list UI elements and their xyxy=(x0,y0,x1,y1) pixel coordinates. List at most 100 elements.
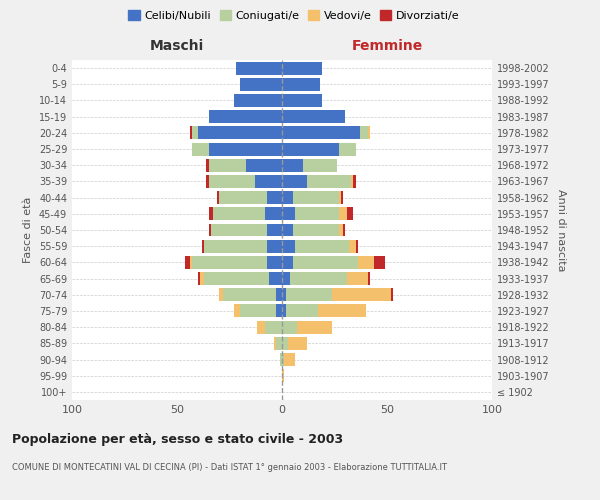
Bar xyxy=(274,337,276,350)
Bar xyxy=(190,256,192,269)
Bar xyxy=(282,369,284,382)
Bar xyxy=(286,304,318,318)
Bar xyxy=(276,337,282,350)
Bar xyxy=(209,224,211,236)
Bar xyxy=(265,208,282,220)
Bar xyxy=(282,240,295,252)
Bar xyxy=(234,94,282,107)
Bar xyxy=(282,288,286,301)
Y-axis label: Anni di nascita: Anni di nascita xyxy=(556,188,566,271)
Bar xyxy=(234,304,240,318)
Bar xyxy=(374,256,385,269)
Bar xyxy=(282,78,320,91)
Bar xyxy=(282,353,284,366)
Bar xyxy=(280,353,282,366)
Bar xyxy=(198,126,282,140)
Bar xyxy=(192,256,268,269)
Bar xyxy=(209,208,213,220)
Bar xyxy=(192,142,209,156)
Bar xyxy=(282,94,322,107)
Bar xyxy=(282,142,338,156)
Bar xyxy=(332,288,391,301)
Bar xyxy=(282,175,307,188)
Bar xyxy=(282,272,290,285)
Bar xyxy=(269,272,282,285)
Bar xyxy=(254,175,282,188)
Legend: Celibi/Nubili, Coniugati/e, Vedovi/e, Divorziati/e: Celibi/Nubili, Coniugati/e, Vedovi/e, Di… xyxy=(124,6,464,25)
Bar xyxy=(341,191,343,204)
Bar xyxy=(282,126,360,140)
Bar xyxy=(209,175,254,188)
Bar xyxy=(265,320,282,334)
Bar xyxy=(211,224,268,236)
Bar xyxy=(293,224,338,236)
Bar xyxy=(190,126,192,140)
Bar xyxy=(200,272,204,285)
Bar xyxy=(286,288,332,301)
Text: COMUNE DI MONTECATINI VAL DI CECINA (PI) - Dati ISTAT 1° gennaio 2003 - Elaboraz: COMUNE DI MONTECATINI VAL DI CECINA (PI)… xyxy=(12,462,447,471)
Bar xyxy=(276,288,282,301)
Bar xyxy=(282,304,286,318)
Bar xyxy=(295,240,349,252)
Bar xyxy=(293,256,358,269)
Bar xyxy=(296,320,332,334)
Bar xyxy=(338,224,343,236)
Bar xyxy=(303,159,337,172)
Bar xyxy=(368,126,370,140)
Bar xyxy=(358,256,374,269)
Bar xyxy=(351,175,353,188)
Bar xyxy=(192,126,198,140)
Bar xyxy=(268,256,282,269)
Bar xyxy=(338,142,355,156)
Bar xyxy=(247,159,282,172)
Text: Maschi: Maschi xyxy=(150,39,204,53)
Bar xyxy=(282,191,293,204)
Bar xyxy=(343,224,345,236)
Bar xyxy=(236,62,282,74)
Bar xyxy=(282,224,293,236)
Bar xyxy=(204,272,269,285)
Bar xyxy=(290,272,347,285)
Bar xyxy=(338,208,347,220)
Bar xyxy=(282,337,289,350)
Bar xyxy=(282,110,345,123)
Bar xyxy=(202,240,204,252)
Bar xyxy=(282,320,296,334)
Bar xyxy=(282,208,295,220)
Bar xyxy=(347,272,368,285)
Bar xyxy=(282,62,322,74)
Bar xyxy=(209,142,282,156)
Bar xyxy=(289,337,307,350)
Bar xyxy=(360,126,368,140)
Bar xyxy=(217,191,219,204)
Bar xyxy=(349,240,355,252)
Bar xyxy=(353,175,355,188)
Bar xyxy=(391,288,394,301)
Bar xyxy=(347,208,353,220)
Bar xyxy=(282,256,293,269)
Bar xyxy=(240,78,282,91)
Bar xyxy=(198,272,200,285)
Bar xyxy=(268,224,282,236)
Bar xyxy=(209,110,282,123)
Bar xyxy=(185,256,190,269)
Text: Femmine: Femmine xyxy=(352,39,422,53)
Bar xyxy=(268,240,282,252)
Bar xyxy=(240,304,276,318)
Bar xyxy=(282,159,303,172)
Bar xyxy=(219,191,268,204)
Bar xyxy=(284,353,295,366)
Bar xyxy=(206,159,209,172)
Bar xyxy=(318,304,366,318)
Bar xyxy=(257,320,265,334)
Bar xyxy=(212,208,265,220)
Bar xyxy=(223,288,276,301)
Bar xyxy=(338,191,341,204)
Bar xyxy=(293,191,338,204)
Bar xyxy=(355,240,358,252)
Bar xyxy=(209,159,247,172)
Bar xyxy=(307,175,351,188)
Bar xyxy=(206,175,209,188)
Bar xyxy=(368,272,370,285)
Text: Popolazione per età, sesso e stato civile - 2003: Popolazione per età, sesso e stato civil… xyxy=(12,432,343,446)
